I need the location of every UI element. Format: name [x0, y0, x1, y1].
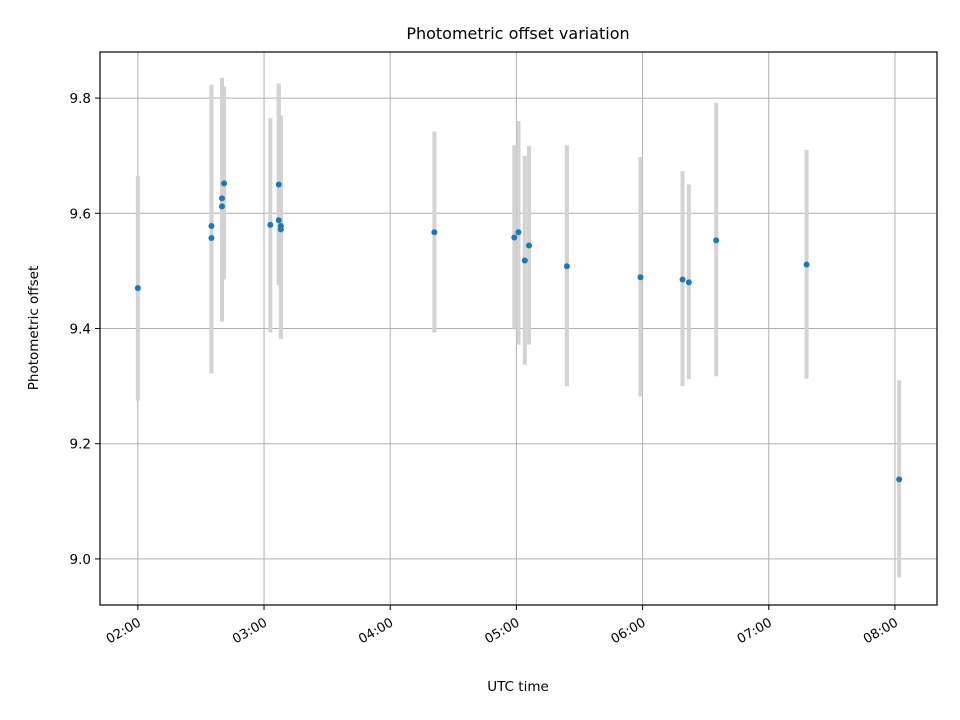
data-point [208, 235, 215, 242]
data-point [563, 263, 570, 270]
data-point [521, 257, 528, 264]
data-point [275, 217, 282, 224]
data-point [267, 221, 274, 228]
data-point [511, 234, 518, 241]
y-axis-label: Photometric offset [26, 266, 42, 390]
y-tick-label: 9.2 [70, 437, 91, 453]
data-point [637, 274, 644, 281]
y-tick-label: 9.8 [70, 91, 91, 107]
data-point [685, 279, 692, 286]
data-point [221, 180, 228, 187]
data-point [896, 476, 903, 483]
data-points [134, 180, 903, 483]
grid [100, 52, 937, 605]
data-point [515, 229, 522, 236]
y-tick-label: 9.0 [70, 552, 91, 568]
y-axis-ticks: 9.0 9.2 9.4 9.6 9.8 [70, 91, 100, 568]
x-axis-label: UTC time [487, 679, 549, 695]
data-point [218, 195, 225, 202]
data-point [134, 285, 141, 292]
chart-title: Photometric offset variation [406, 24, 629, 43]
data-point [275, 181, 282, 188]
data-point [208, 222, 215, 229]
data-point [277, 226, 284, 233]
data-point [803, 261, 810, 268]
data-point [526, 242, 533, 249]
data-point [713, 237, 720, 244]
data-point [679, 276, 686, 283]
y-tick-label: 9.6 [70, 206, 91, 222]
data-point [431, 229, 438, 236]
y-tick-label: 9.4 [70, 322, 91, 338]
data-point [218, 203, 225, 210]
